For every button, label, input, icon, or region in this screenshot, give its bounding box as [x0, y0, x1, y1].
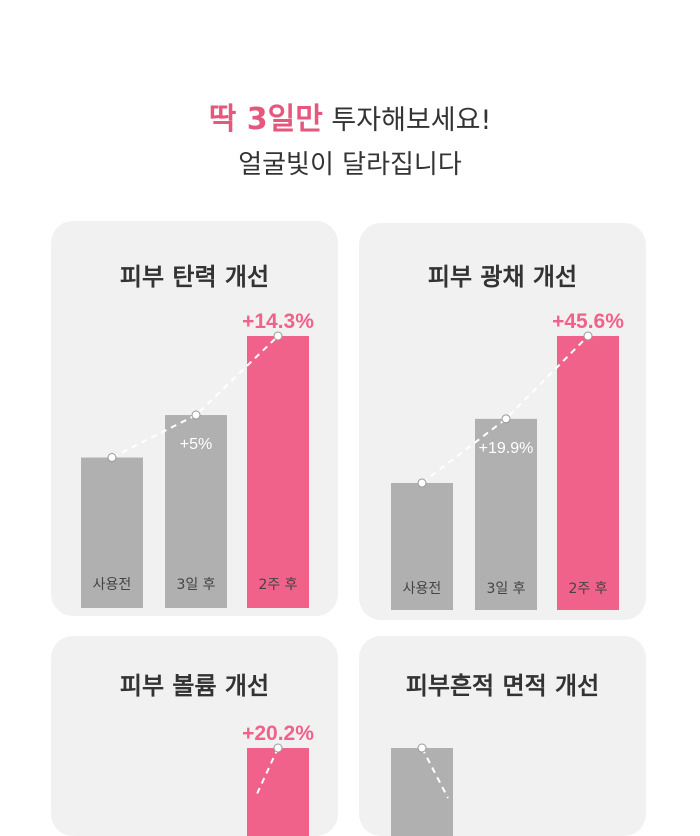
- data-label: +19.9%: [479, 440, 534, 457]
- category-label: 2주 후: [568, 581, 607, 597]
- data-point: [583, 331, 593, 341]
- data-point: [417, 478, 427, 488]
- bar-1: [391, 482, 453, 610]
- headline-line-1: 딱 3일만 투자해보세요!: [0, 98, 700, 143]
- card-title: 피부 광채 개선: [427, 263, 578, 291]
- trend-line: [111, 335, 279, 459]
- data-label: +20.2%: [242, 722, 314, 745]
- data-point: [273, 331, 283, 341]
- bar-2: [475, 418, 537, 610]
- data-point: [273, 743, 283, 753]
- data-point: [107, 453, 117, 463]
- category-label: 사용전: [403, 581, 442, 597]
- category-label: 3일 후: [176, 577, 215, 593]
- headline-line-1-rest: 투자해보세요!: [322, 105, 492, 136]
- card-title: 피부 탄력 개선: [119, 263, 270, 291]
- chart-card-radiance: 피부 광채 개선 +19.9% +45.6% 사용전 3일 후 2주 후: [359, 223, 646, 620]
- chart-card-mark-area: 피부흔적 면적 개선: [359, 636, 646, 836]
- card-title: 피부흔적 면적 개선: [405, 672, 600, 700]
- category-label: 2주 후: [258, 577, 297, 593]
- radiance-chart: +19.9% +45.6% 사용전 3일 후 2주 후: [391, 310, 624, 610]
- bar-1: [391, 748, 453, 836]
- headline-highlight: 딱 3일만: [208, 102, 323, 137]
- bar-2: [165, 415, 227, 608]
- elasticity-chart: +5% +14.3% 사용전 3일 후 2주 후: [81, 310, 314, 608]
- data-label: +5%: [180, 436, 212, 453]
- data-label: +14.3%: [242, 310, 314, 333]
- bar-3: [557, 336, 619, 610]
- data-label: +45.6%: [552, 310, 624, 333]
- data-point: [417, 743, 427, 753]
- headline: 딱 3일만 투자해보세요! 얼굴빛이 달라집니다: [0, 98, 700, 187]
- trend-line: [255, 747, 279, 797]
- chart-card-elasticity: 피부 탄력 개선 +5% +14.3% 사용전 3일 후 2주 후: [51, 221, 338, 616]
- card-title: 피부 볼륨 개선: [119, 672, 270, 700]
- data-point: [501, 414, 511, 424]
- volume-chart: +20.2%: [242, 722, 314, 836]
- trend-line: [421, 335, 589, 484]
- headline-line-2: 얼굴빛이 달라집니다: [238, 150, 462, 180]
- bar-3: [247, 748, 309, 836]
- bar-3: [247, 336, 309, 608]
- category-label: 3일 후: [486, 581, 525, 597]
- bar-1: [81, 457, 143, 608]
- chart-card-volume: 피부 볼륨 개선 +20.2%: [51, 636, 338, 836]
- trend-line: [421, 747, 449, 799]
- data-point: [191, 410, 201, 420]
- mark-area-chart: [391, 743, 453, 836]
- category-label: 사용전: [93, 577, 132, 593]
